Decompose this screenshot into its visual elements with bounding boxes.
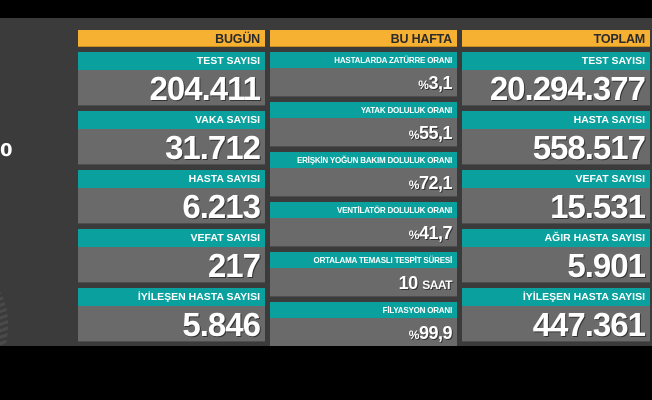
stat-value: %41,7 xyxy=(270,218,457,247)
bottom-black-band xyxy=(0,346,652,400)
stat-card-total-deaths: VEFAT SAYISI 15.531 xyxy=(462,170,650,225)
stat-card-today-patients: HASTA SAYISI 6.213 xyxy=(78,170,265,225)
stat-card-total-patients: HASTA SAYISI 558.517 xyxy=(462,111,650,166)
column-header-today: BUGÜN xyxy=(78,30,265,47)
stat-card-total-critical: AĞIR HASTA SAYISI 5.901 xyxy=(462,229,650,284)
stat-label: VEFAT SAYISI xyxy=(462,170,650,188)
stat-value: 20.294.377 xyxy=(462,70,650,107)
stat-label: VENTİLATÖR DOLULUK ORANI xyxy=(270,202,457,218)
stat-number: 55,1 xyxy=(418,123,453,143)
stat-label: YATAK DOLULUK ORANI xyxy=(270,102,457,118)
side-fragment-text: 0 xyxy=(0,140,13,161)
unit-label: SAAT xyxy=(422,278,452,292)
stat-card-today-cases: VAKA SAYISI 31.712 xyxy=(78,111,265,166)
stat-label: FİLYASYON ORANI xyxy=(270,302,457,318)
percent-sign: % xyxy=(408,228,420,242)
stat-number: 72,1 xyxy=(418,173,453,193)
stat-label: ORTALAMA TEMASLI TESPİT SÜRESİ xyxy=(270,252,457,268)
stat-label: HASTA SAYISI xyxy=(462,111,650,129)
percent-sign: % xyxy=(408,178,420,192)
percent-sign: % xyxy=(408,128,420,142)
stat-label: TEST SAYISI xyxy=(78,52,265,70)
stat-value: 447.361 xyxy=(462,306,650,343)
stat-label: İYİLEŞEN HASTA SAYISI xyxy=(78,288,265,306)
column-today: BUGÜN TEST SAYISI 204.411 VAKA SAYISI 31… xyxy=(78,30,265,343)
stat-label: ERİŞKİN YOĞUN BAKIM DOLULUK ORANI xyxy=(270,152,457,168)
stat-card-today-deaths: VEFAT SAYISI 217 xyxy=(78,229,265,284)
stat-label: VEFAT SAYISI xyxy=(78,229,265,247)
stat-label: VAKA SAYISI xyxy=(78,111,265,129)
stat-value: 10 SAAT xyxy=(270,268,457,297)
column-total: TOPLAM TEST SAYISI 20.294.377 HASTA SAYI… xyxy=(462,30,650,343)
stat-label: İYİLEŞEN HASTA SAYISI xyxy=(462,288,650,306)
stat-card-filiation-rate: FİLYASYON ORANI %99,9 xyxy=(270,302,457,346)
stat-number: 3,1 xyxy=(428,73,452,93)
stat-card-today-recovered: İYİLEŞEN HASTA SAYISI 5.846 xyxy=(78,288,265,343)
stat-value: 558.517 xyxy=(462,129,650,166)
stat-card-bed-occupancy: YATAK DOLULUK ORANI %55,1 xyxy=(270,102,457,147)
stat-card-pneumonia-rate: HASTALARDA ZATÜRRE ORANI %3,1 xyxy=(270,52,457,97)
stat-value: %3,1 xyxy=(270,68,457,97)
covid-stats-panel: 0 BUGÜN TEST SAYISI 204.411 VAKA SAYISI … xyxy=(0,18,652,346)
stat-value: %55,1 xyxy=(270,118,457,147)
stat-number: 99,9 xyxy=(418,323,453,343)
stat-label: AĞIR HASTA SAYISI xyxy=(462,229,650,247)
stat-value: 15.531 xyxy=(462,188,650,225)
stat-card-contact-tracing-time: ORTALAMA TEMASLI TESPİT SÜRESİ 10 SAAT xyxy=(270,252,457,297)
top-black-band xyxy=(0,0,652,18)
stat-value: %99,9 xyxy=(270,318,457,346)
stat-value: 204.411 xyxy=(78,70,265,107)
stat-label: HASTA SAYISI xyxy=(78,170,265,188)
stat-card-total-tests: TEST SAYISI 20.294.377 xyxy=(462,52,650,107)
side-decorative-graphic xyxy=(0,280,8,346)
stat-value: 217 xyxy=(78,247,265,284)
stat-value: 5.846 xyxy=(78,306,265,343)
column-header-this-week: BU HAFTA xyxy=(270,30,457,47)
percent-sign: % xyxy=(408,328,420,342)
percent-sign: % xyxy=(418,78,429,92)
stat-value: 6.213 xyxy=(78,188,265,225)
column-this-week: BU HAFTA HASTALARDA ZATÜRRE ORANI %3,1 Y… xyxy=(270,30,457,346)
stat-card-total-recovered: İYİLEŞEN HASTA SAYISI 447.361 xyxy=(462,288,650,343)
stat-value: 31.712 xyxy=(78,129,265,166)
stat-number: 41,7 xyxy=(418,223,453,243)
stat-card-ventilator-occupancy: VENTİLATÖR DOLULUK ORANI %41,7 xyxy=(270,202,457,247)
stat-value: 5.901 xyxy=(462,247,650,284)
stat-card-icu-occupancy: ERİŞKİN YOĞUN BAKIM DOLULUK ORANI %72,1 xyxy=(270,152,457,197)
stat-card-today-tests: TEST SAYISI 204.411 xyxy=(78,52,265,107)
stat-label: TEST SAYISI xyxy=(462,52,650,70)
stat-label: HASTALARDA ZATÜRRE ORANI xyxy=(270,52,457,68)
stat-value: %72,1 xyxy=(270,168,457,197)
column-header-total: TOPLAM xyxy=(462,30,650,47)
stat-number: 10 xyxy=(398,273,419,293)
